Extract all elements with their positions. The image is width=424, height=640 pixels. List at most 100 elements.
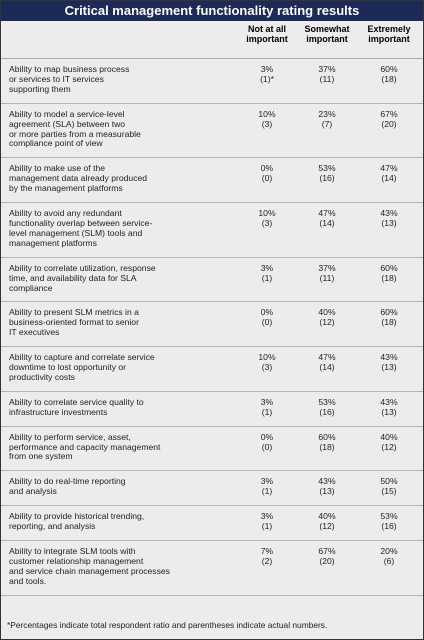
label-line: compliance point of view	[9, 138, 103, 149]
label-line: Ability to make use of the	[9, 163, 106, 174]
cell: 60% (18)	[357, 263, 421, 294]
table-row: Ability to do real-time reporting and ana…	[1, 471, 423, 507]
percent: 47%	[318, 208, 336, 219]
table-row: Ability to map business process or servic…	[1, 59, 423, 104]
count: (18)	[319, 441, 335, 452]
percent: 10%	[258, 208, 276, 219]
percent: 53%	[318, 163, 336, 174]
cell: 60% (18)	[357, 308, 421, 338]
table-row: Ability to provide historical trending, r…	[1, 506, 423, 541]
table-row: Ability to model a service-level agreemen…	[1, 104, 423, 159]
percent: 23%	[318, 108, 336, 119]
count: (18)	[381, 73, 397, 84]
table-row: Ability to correlate service quality to i…	[1, 392, 423, 427]
cell: 0% (0)	[237, 163, 297, 194]
count: (16)	[319, 406, 335, 417]
label-line: Ability to present SLM metrics in a	[9, 307, 139, 318]
row-label: Ability to integrate SLM tools with custo…	[1, 546, 237, 587]
cell: 40% (12)	[297, 308, 357, 338]
header-line: Not at all	[247, 24, 286, 34]
percent: 67%	[380, 108, 398, 119]
cell: 47% (14)	[297, 352, 357, 383]
label-line: Ability to perform service, asset,	[9, 431, 131, 442]
cell: 0% (0)	[237, 431, 297, 463]
label-line: and tools.	[9, 575, 47, 586]
count: (11)	[319, 272, 335, 283]
label-line: downtime to lost opportunity or	[9, 362, 127, 373]
cell: 10% (3)	[237, 109, 297, 150]
percent: 60%	[318, 431, 336, 442]
percent: 60%	[380, 307, 398, 318]
percent: 43%	[380, 208, 398, 219]
count: (13)	[381, 217, 397, 228]
count: (16)	[381, 521, 397, 532]
percent: 7%	[260, 546, 274, 556]
count: (3)	[261, 362, 273, 373]
count: (20)	[319, 555, 335, 566]
count: (1)	[261, 486, 273, 497]
percent: 40%	[318, 511, 336, 522]
label-line: Ability to capture and correlate service	[9, 352, 155, 363]
label-line: agreement (SLA) between two	[9, 118, 126, 129]
cell: 10% (3)	[237, 208, 297, 249]
percent: 0%	[260, 431, 274, 442]
percent: 43%	[380, 396, 398, 407]
percent: 3%	[260, 511, 274, 522]
label-line: Ability to map business process	[9, 64, 130, 74]
count: (0)	[261, 173, 273, 184]
cell: 20% (6)	[357, 546, 421, 587]
label-line: and analysis	[9, 486, 57, 497]
row-label: Ability to do real-time reporting and ana…	[1, 476, 237, 497]
count: (0)	[261, 317, 273, 328]
percent: 37%	[318, 64, 336, 74]
label-line: Ability to model a service-level	[9, 108, 125, 119]
count: (13)	[381, 362, 397, 373]
column-header: Somewhat important	[297, 24, 357, 58]
header-line: important	[306, 34, 348, 44]
percent: 37%	[318, 262, 336, 273]
row-label: Ability to avoid any redundant functional…	[1, 208, 237, 249]
header-line: Extremely	[367, 24, 411, 34]
cell: 3% (1)*	[237, 64, 297, 95]
column-header: Not at all important	[237, 24, 297, 58]
table-row: Ability to integrate SLM tools with custo…	[1, 541, 423, 596]
label-line: productivity costs	[9, 371, 75, 382]
cell: 3% (1)	[237, 263, 297, 294]
count: (12)	[319, 317, 335, 328]
cell: 3% (1)	[237, 511, 297, 532]
table-row: Ability to present SLM metrics in a busin…	[1, 302, 423, 348]
percent: 0%	[260, 163, 274, 174]
percent: 3%	[260, 396, 274, 407]
cell: 10% (3)	[237, 352, 297, 383]
cell: 43% (13)	[357, 352, 421, 383]
percent: 3%	[260, 64, 274, 74]
cell: 47% (14)	[297, 208, 357, 249]
label-line: management platforms	[9, 237, 97, 248]
percent: 50%	[380, 476, 398, 487]
column-header: Extremely important	[357, 24, 421, 58]
percent: 3%	[260, 476, 274, 487]
percent: 20%	[380, 546, 398, 556]
count: (14)	[381, 173, 397, 184]
row-label: Ability to capture and correlate service…	[1, 352, 237, 383]
label-line: and service chain management processes	[9, 565, 170, 576]
footnote: *Percentages indicate total respondent r…	[7, 620, 328, 630]
label-line: Ability to correlate service quality to	[9, 396, 144, 407]
count: (14)	[319, 217, 335, 228]
label-line: customer relationship management	[9, 555, 144, 566]
table-row: Ability to make use of the management dat…	[1, 158, 423, 204]
count: (3)	[261, 217, 273, 228]
row-label: Ability to provide historical trending, r…	[1, 511, 237, 532]
cell: 40% (12)	[297, 511, 357, 532]
label-line: or services to IT services	[9, 73, 104, 84]
row-label: Ability to make use of the management dat…	[1, 163, 237, 194]
percent: 53%	[380, 511, 398, 522]
blank	[1, 24, 237, 58]
cell: 53% (16)	[297, 397, 357, 418]
row-label: Ability to map business process or servic…	[1, 64, 237, 95]
count: (16)	[319, 173, 335, 184]
count: (18)	[381, 317, 397, 328]
count: (15)	[381, 486, 397, 497]
cell: 43% (13)	[297, 476, 357, 497]
